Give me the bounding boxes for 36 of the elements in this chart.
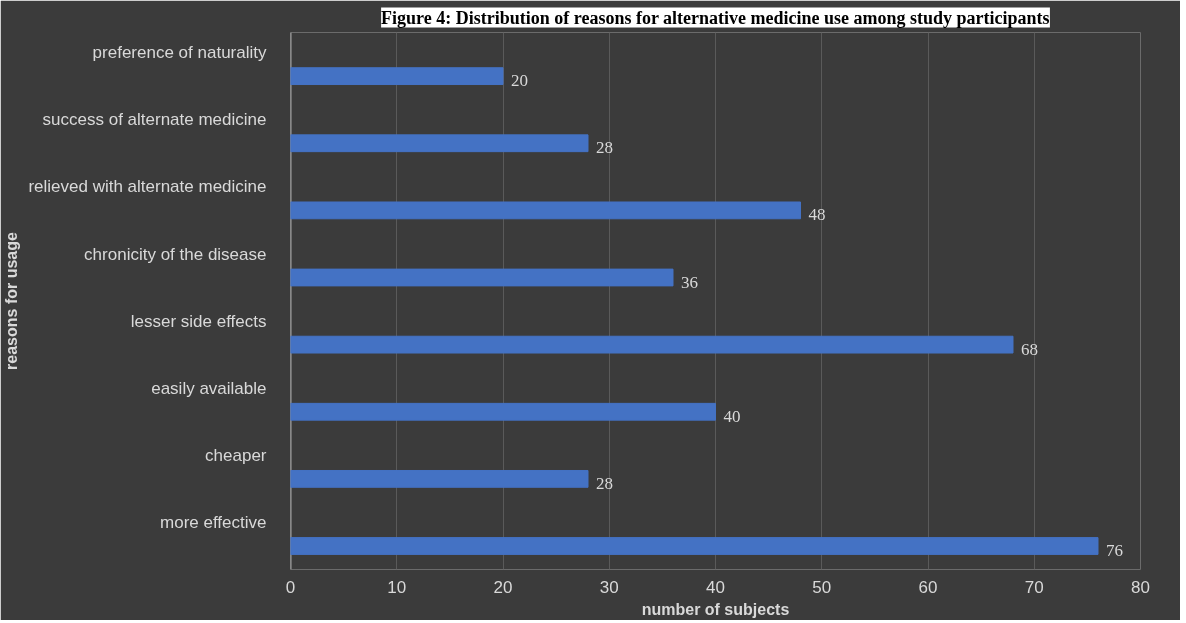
bar xyxy=(290,201,801,220)
x-tick-label: 70 xyxy=(1024,577,1044,597)
bar xyxy=(290,268,674,287)
x-tick-label: 0 xyxy=(285,577,296,597)
bar xyxy=(290,402,716,421)
x-tick-label: 10 xyxy=(387,577,407,597)
data-label: 28 xyxy=(596,473,613,493)
chart-title: Figure 4: Distribution of reasons for alternative medicine use among study participants xyxy=(381,7,1050,28)
y-tick-label: preference of naturality xyxy=(92,43,267,63)
bar xyxy=(290,537,1099,555)
data-label: 36 xyxy=(681,272,698,292)
x-tick-label: 80 xyxy=(1131,577,1150,597)
bar xyxy=(290,134,589,153)
y-tick-label: lesser side effects xyxy=(130,311,267,331)
x-tick-label: 50 xyxy=(812,577,832,597)
y-tick-label: relieved with alternate medicine xyxy=(28,177,267,197)
x-tick-label: 30 xyxy=(599,577,619,597)
data-label: 48 xyxy=(808,205,826,225)
y-tick-label: cheaper xyxy=(205,445,267,465)
bar xyxy=(290,469,589,488)
data-label: 20 xyxy=(511,71,528,91)
y-axis-title: reasons for usage xyxy=(3,231,21,370)
y-tick-label: chronicity of the disease xyxy=(84,244,267,264)
x-tick-label: 20 xyxy=(493,577,513,597)
bar xyxy=(290,67,504,86)
data-label: 40 xyxy=(723,406,741,426)
x-tick-label: 60 xyxy=(918,577,938,597)
bar xyxy=(290,335,1014,354)
data-label: 68 xyxy=(1021,339,1038,359)
y-tick-label: success of alternate medicine xyxy=(42,110,267,130)
y-tick-label: easily available xyxy=(151,378,267,398)
data-label: 28 xyxy=(596,138,613,158)
y-tick-label: more effective xyxy=(160,513,267,533)
x-tick-label: 40 xyxy=(706,577,725,597)
data-label: 76 xyxy=(1106,541,1123,561)
x-axis-title: number of subjects xyxy=(641,600,790,618)
